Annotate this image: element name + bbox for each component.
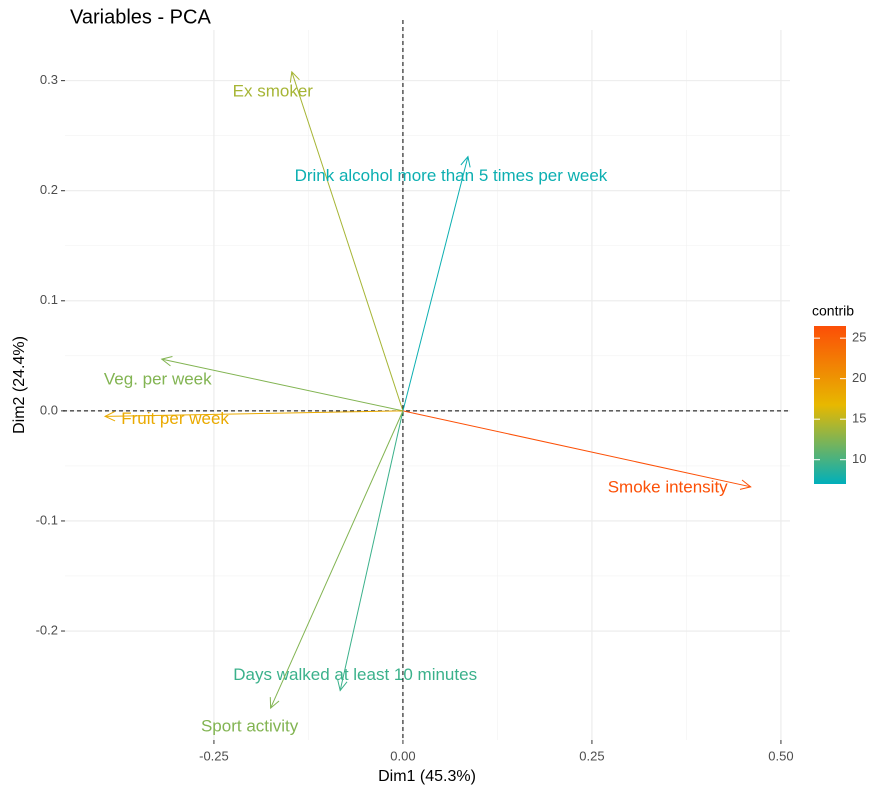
colorbar-label: 15 (852, 411, 866, 426)
y-tick-label: 0.1 (40, 292, 58, 307)
vector-label: Sport activity (201, 717, 299, 736)
arrow-head (289, 70, 300, 83)
vector-label: Fruit per week (121, 409, 229, 428)
arrow (402, 410, 751, 488)
vector: Sport activity (201, 410, 404, 736)
x-tick-label: 0.00 (390, 748, 415, 763)
arrow (270, 410, 404, 709)
arrow (105, 410, 403, 417)
y-tick-label: -0.1 (36, 512, 58, 527)
vector-label: Smoke intensity (608, 477, 728, 496)
arrow-head (269, 697, 280, 710)
y-tick-label: 0.2 (40, 182, 58, 197)
arrow (402, 156, 469, 411)
chart-title: Variables - PCA (70, 6, 211, 28)
vector-label: Veg. per week (104, 370, 212, 389)
vector-label: Drink alcohol more than 5 times per week (295, 166, 608, 185)
vector: Fruit per week (103, 409, 403, 428)
grid (65, 30, 790, 740)
y-tick-label: 0.0 (40, 402, 58, 417)
y-tick-label: 0.3 (40, 72, 58, 87)
arrow-head (103, 410, 116, 422)
vector-label: Ex smoker (233, 81, 314, 100)
arrow (291, 71, 404, 412)
colorbar-label: 25 (852, 330, 866, 345)
arrow-head (337, 679, 348, 692)
arrow-head (460, 155, 471, 168)
colorbar-label: 20 (852, 370, 866, 385)
colorbar-label: 10 (852, 451, 866, 466)
arrow-head (160, 356, 173, 367)
y-tick-label: -0.2 (36, 622, 58, 637)
arrow (161, 358, 404, 412)
vector: Smoke intensity (402, 410, 752, 496)
x-axis-label: Dim1 (45.3%) (378, 768, 476, 785)
y-axis-label: Dim2 (24.4%) (11, 336, 28, 434)
vector: Veg. per week (104, 356, 404, 412)
x-tick-label: -0.25 (199, 748, 229, 763)
vector-label: Days walked at least 10 minutes (233, 665, 477, 684)
arrow-head (739, 479, 752, 490)
x-tick-label: 0.25 (579, 748, 604, 763)
vector: Ex smoker (233, 70, 404, 412)
colorbar (814, 326, 846, 484)
arrow (339, 410, 404, 691)
legend-title: contrib (812, 303, 854, 319)
x-tick-label: 0.50 (768, 748, 793, 763)
vector: Days walked at least 10 minutes (233, 410, 477, 692)
vector: Drink alcohol more than 5 times per week (295, 155, 608, 411)
